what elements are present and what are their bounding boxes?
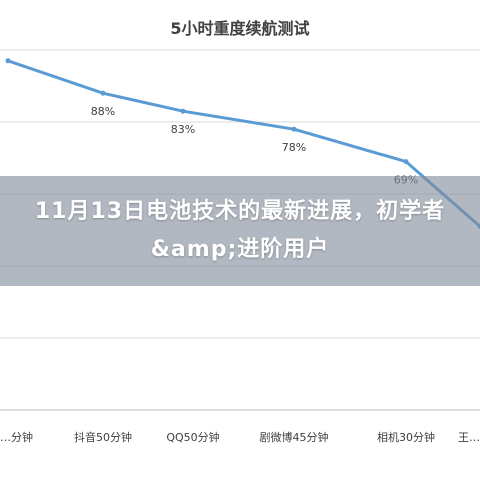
x-tick-label-3: 剧微博45分钟	[260, 430, 329, 444]
x-tick-labels: …分钟 抖音50分钟 QQ50分钟 剧微博45分钟 相机30分钟 王…	[0, 430, 480, 444]
x-tick-label-1: 抖音50分钟	[74, 430, 132, 444]
x-tick-label-2: QQ50分钟	[166, 430, 219, 444]
headline-text: 11月13日电池技术的最新进展，初学者&amp;进阶用户	[34, 199, 446, 262]
data-label-1: 88%	[91, 105, 115, 118]
data-point-0	[5, 58, 11, 64]
data-point-4	[403, 159, 409, 165]
data-point-3	[291, 126, 297, 132]
data-label-3: 78%	[282, 141, 306, 154]
series-line	[7, 59, 480, 228]
data-point-1	[100, 90, 106, 96]
x-tick-label-5: 王…	[458, 431, 480, 444]
data-point-2	[180, 108, 186, 114]
headline-banner: 11月13日电池技术的最新进展，初学者&amp;进阶用户	[0, 176, 480, 286]
x-tick-label-4: 相机30分钟	[377, 430, 435, 444]
data-label-2: 83%	[171, 123, 195, 136]
x-tick-label-0: …分钟	[0, 430, 33, 444]
chart-title: 5小时重度续航测试	[170, 19, 309, 38]
data-labels: 88%83%78%69%	[91, 105, 418, 186]
